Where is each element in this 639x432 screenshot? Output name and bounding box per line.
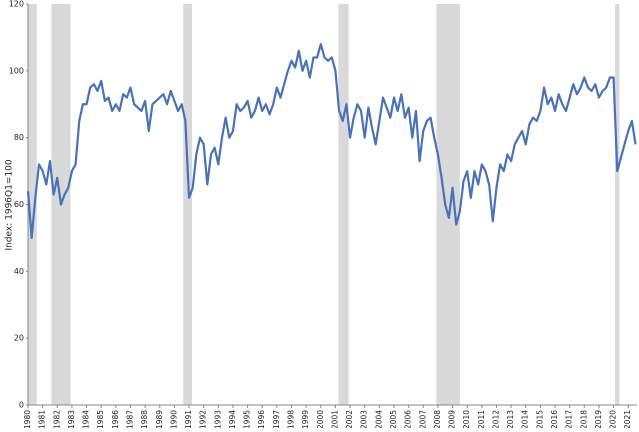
x-tick-label: 1987 [125, 410, 134, 428]
x-tick-label: 1981 [38, 410, 47, 428]
y-tick-label: 20 [14, 334, 24, 343]
x-tick-label: 1983 [67, 410, 76, 428]
x-tick-label: 2008 [433, 410, 442, 428]
x-tick-label: 1980 [23, 410, 32, 428]
x-tick-label: 1989 [155, 410, 164, 428]
x-tick-label: 1993 [213, 410, 222, 428]
x-tick-label: 2012 [491, 410, 500, 428]
x-tick-label: 2001 [330, 410, 339, 428]
x-tick-label: 1994 [228, 410, 237, 428]
x-tick-label: 1988 [140, 410, 149, 428]
x-tick-label: 2013 [506, 410, 515, 428]
y-tick-label: 80 [14, 133, 24, 142]
data-line [26, 43, 637, 240]
x-tick-label: 2020 [609, 410, 618, 428]
y-tick-label: 40 [14, 267, 24, 276]
y-axis-label: Index: 1996Q1=100 [5, 159, 15, 250]
x-tick-label: 1985 [96, 410, 105, 428]
x-tick-label: 2006 [404, 410, 413, 428]
y-tick-label: 120 [9, 0, 24, 9]
y-tick-label: 100 [9, 66, 24, 75]
x-tick-label: 1997 [272, 410, 281, 428]
x-tick-label: 1992 [199, 410, 208, 428]
x-tick-label: 2007 [418, 410, 427, 428]
recession-band [183, 4, 192, 405]
recession-band [28, 4, 37, 405]
x-tick-label: 2019 [594, 410, 603, 428]
x-tick-label: 2021 [623, 410, 632, 428]
x-tick-label: 1998 [287, 410, 296, 428]
y-tick-label: 0 [19, 401, 24, 410]
x-tick-label: 2014 [521, 410, 530, 428]
x-tick-label: 1991 [184, 410, 193, 428]
recession-band [615, 4, 620, 405]
x-tick-label: 2005 [389, 410, 398, 428]
x-tick-label: 2015 [535, 410, 544, 428]
x-tick-label: 2018 [579, 410, 588, 428]
x-tick-label: 2010 [462, 410, 471, 428]
x-tick-label: 1984 [82, 410, 91, 428]
x-tick-label: 1986 [111, 410, 120, 428]
x-tick-label: 2016 [550, 410, 559, 428]
x-tick-label: 2004 [374, 410, 383, 428]
x-tick-label: 2000 [316, 410, 325, 428]
x-tick-label: 2009 [448, 410, 457, 428]
x-tick-label: 1996 [257, 410, 266, 428]
x-tick-label: 1990 [169, 410, 178, 428]
x-tick-label: 2003 [360, 410, 369, 428]
x-tick-label: 1999 [301, 410, 310, 428]
x-tick-label: 2002 [345, 410, 354, 428]
x-tick-label: 1982 [52, 410, 61, 428]
recession-band [436, 4, 460, 405]
x-tick-label: 1995 [243, 410, 252, 428]
y-tick-label: 60 [14, 200, 24, 209]
x-tick-label: 2011 [477, 410, 486, 428]
recession-band [338, 4, 349, 405]
x-tick-label: 2017 [565, 410, 574, 428]
